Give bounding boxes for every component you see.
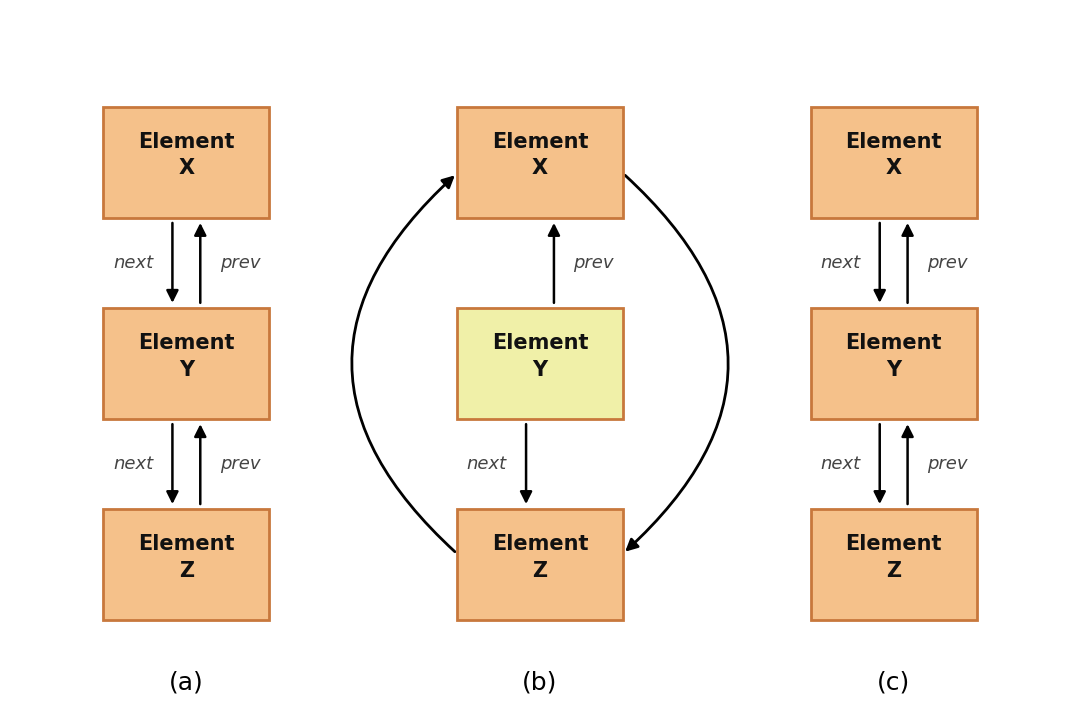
- Text: next: next: [113, 455, 153, 473]
- Text: prev: prev: [219, 254, 260, 272]
- Text: Element
Y: Element Y: [846, 333, 942, 379]
- Text: next: next: [113, 254, 153, 272]
- Text: (a): (a): [168, 670, 204, 694]
- FancyBboxPatch shape: [104, 308, 269, 419]
- FancyBboxPatch shape: [457, 308, 623, 419]
- FancyBboxPatch shape: [457, 509, 623, 620]
- FancyBboxPatch shape: [811, 509, 976, 620]
- Text: Element
X: Element X: [491, 132, 589, 178]
- Text: prev: prev: [573, 254, 613, 272]
- Text: prev: prev: [927, 254, 968, 272]
- Text: Element
Z: Element Z: [846, 534, 942, 581]
- Text: Element
X: Element X: [846, 132, 942, 178]
- FancyArrowPatch shape: [352, 177, 455, 552]
- FancyBboxPatch shape: [457, 107, 623, 218]
- Text: Element
Z: Element Z: [491, 534, 589, 581]
- FancyBboxPatch shape: [104, 509, 269, 620]
- Text: Element
Y: Element Y: [138, 333, 234, 379]
- Text: prev: prev: [219, 455, 260, 473]
- FancyArrowPatch shape: [625, 175, 728, 550]
- Text: (c): (c): [877, 670, 910, 694]
- FancyBboxPatch shape: [104, 107, 269, 218]
- FancyBboxPatch shape: [811, 107, 976, 218]
- Text: (b): (b): [523, 670, 557, 694]
- Text: Element
Z: Element Z: [138, 534, 234, 581]
- Text: Element
Y: Element Y: [491, 333, 589, 379]
- FancyBboxPatch shape: [811, 308, 976, 419]
- Text: next: next: [821, 254, 861, 272]
- Text: Element
X: Element X: [138, 132, 234, 178]
- Text: next: next: [821, 455, 861, 473]
- Text: next: next: [467, 455, 507, 473]
- Text: prev: prev: [927, 455, 968, 473]
